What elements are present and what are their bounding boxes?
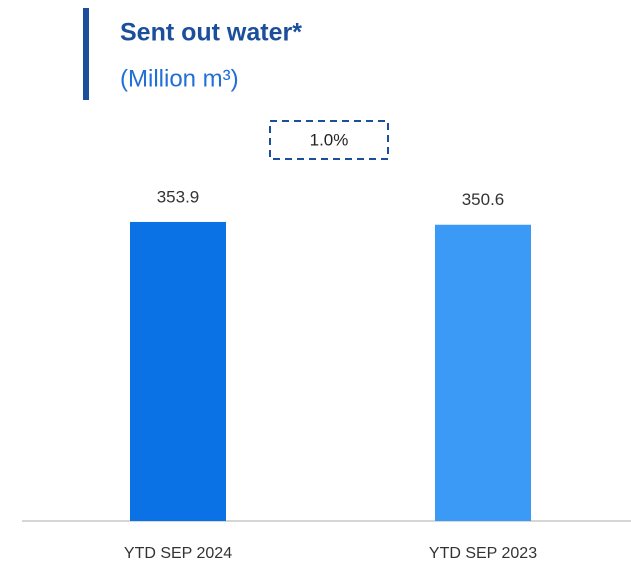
title-accent — [83, 8, 89, 100]
data-label: 353.9 — [157, 187, 200, 206]
annotation: 1.0% — [310, 130, 349, 149]
x-tick-label: YTD SEP 2024 — [124, 545, 232, 562]
chart-subtitle: (Million m³) — [120, 65, 239, 92]
annotation-box — [269, 120, 389, 160]
chart-title: Sent out water* — [120, 19, 302, 47]
x-tick-label: YTD SEP 2023 — [429, 545, 537, 562]
bar — [435, 224, 531, 522]
data-label: 350.6 — [462, 190, 505, 209]
bar — [130, 221, 226, 521]
